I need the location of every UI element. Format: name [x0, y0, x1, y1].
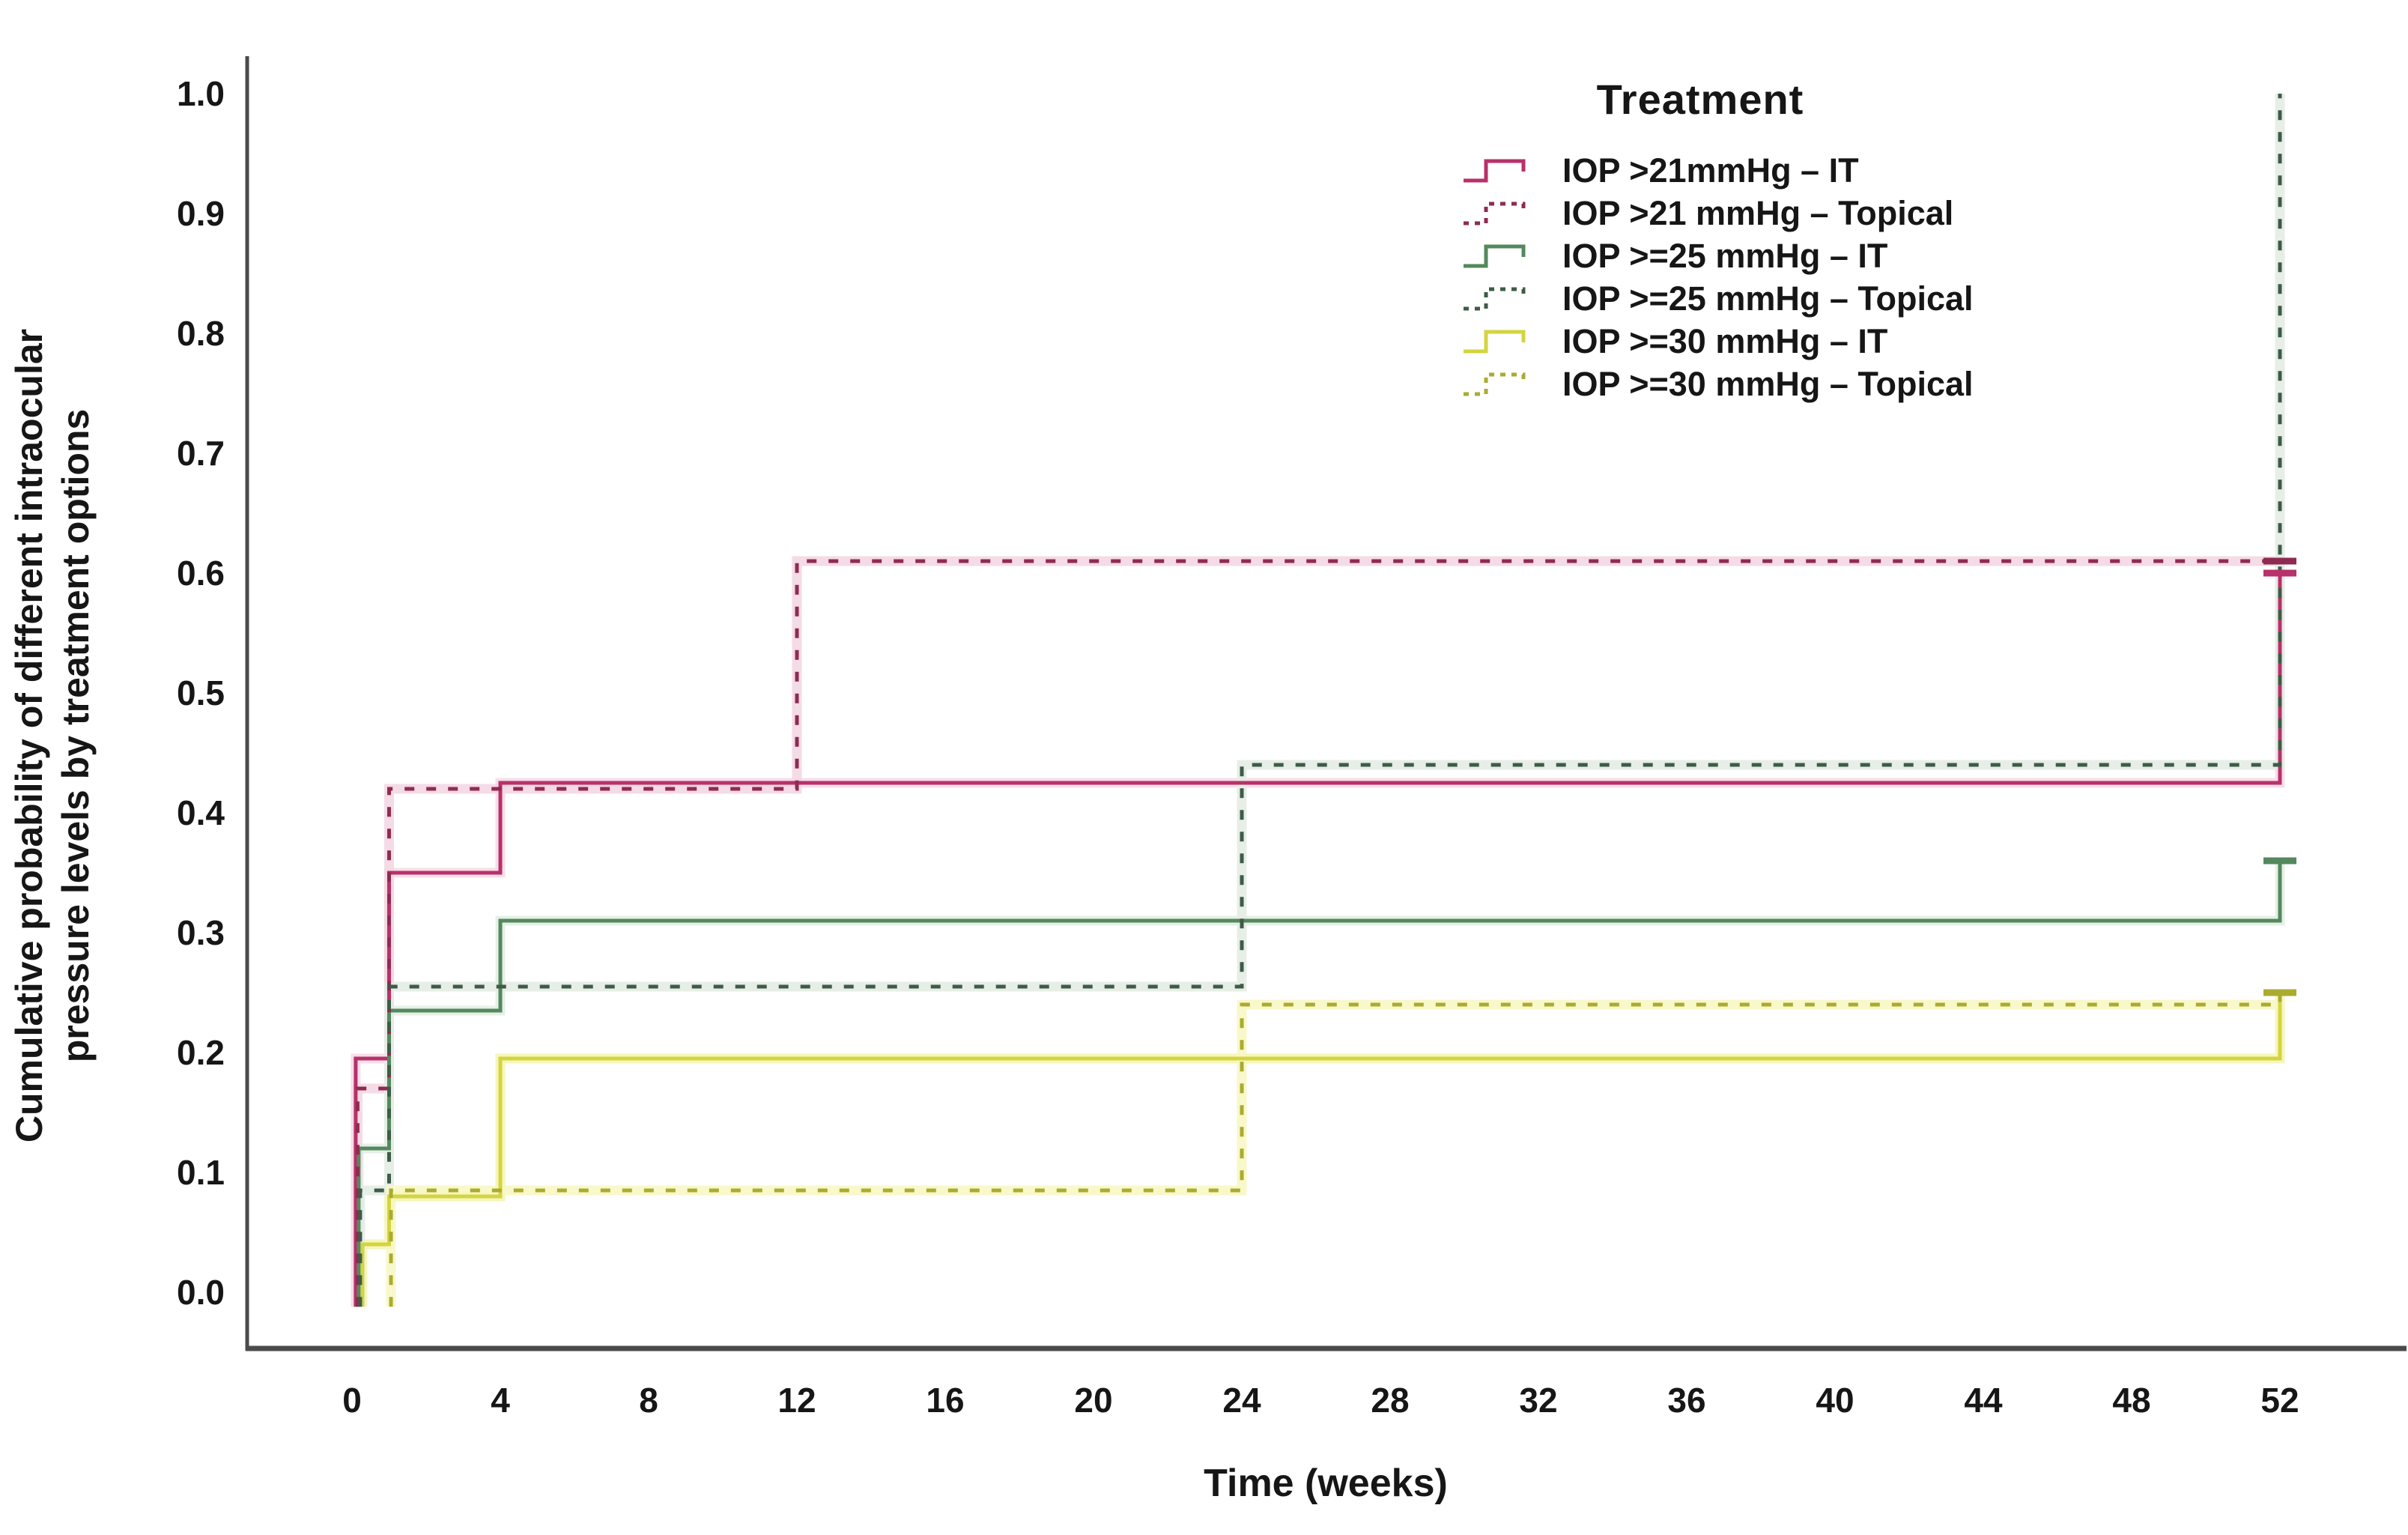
x-tick-label: 20 — [1074, 1381, 1112, 1420]
legend-item-iop-ge25-it: IOP >=25 mmHg – IT — [1461, 234, 2105, 277]
y-tick-label: 1.0 — [177, 74, 225, 113]
legend-label: IOP >=30 mmHg – Topical — [1562, 364, 1974, 403]
legend-item-iop-ge25-topical: IOP >=25 mmHg – Topical — [1461, 277, 2105, 320]
legend-swatch-dashed-icon — [1464, 202, 1526, 225]
series-halo-iop-ge30-topical — [386, 993, 2285, 1307]
y-tick-label: 0.1 — [177, 1153, 225, 1192]
legend-item-iop-ge30-it: IOP >=30 mmHg – IT — [1461, 320, 2105, 363]
legend-swatch-dashed-icon — [1464, 287, 1526, 310]
legend-label: IOP >21mmHg – IT — [1562, 151, 1859, 190]
legend-swatch-path — [1464, 159, 1526, 182]
legend-rows: IOP >21mmHg – IT IOP >21 mmHg – Topical IO… — [1461, 149, 2105, 405]
legend-swatch-path — [1464, 330, 1526, 353]
legend-label: IOP >=25 mmHg – IT — [1562, 236, 1888, 275]
x-tick-label: 0 — [342, 1381, 362, 1420]
legend-swatch-solid-icon — [1464, 159, 1526, 182]
x-tick-label: 40 — [1816, 1381, 1854, 1420]
y-axis-title-line2: pressure levels by treatment options — [55, 408, 97, 1063]
x-tick-label: 12 — [777, 1381, 816, 1420]
x-tick-label: 36 — [1667, 1381, 1705, 1420]
y-axis-title: Cumulative probability of different intr… — [6, 91, 126, 1380]
legend-swatch-solid-icon — [1464, 330, 1526, 353]
x-tick-label: 52 — [2260, 1381, 2299, 1420]
y-axis-title-line1: Cumulative probability of different intr… — [8, 328, 50, 1143]
legend-swatch-path — [1464, 287, 1526, 310]
x-tick-label: 24 — [1222, 1381, 1261, 1420]
y-tick-label: 0.5 — [177, 673, 225, 712]
series-halo-iop-ge25-it — [354, 861, 2285, 1307]
legend-title: Treatment — [1596, 76, 1804, 123]
y-tick-label: 0.8 — [177, 314, 225, 353]
series-line-iop-ge25-it — [357, 861, 2282, 1307]
y-tick-label: 0.0 — [177, 1273, 225, 1312]
legend-swatch-path — [1464, 244, 1526, 267]
legend-swatch-path — [1464, 202, 1526, 225]
y-tick-label: 0.9 — [177, 194, 225, 233]
x-tick-label: 44 — [1964, 1381, 2003, 1420]
y-tick-label: 0.7 — [177, 434, 225, 473]
legend-item-iop-gt21-topical: IOP >21 mmHg – Topical — [1461, 192, 2105, 234]
censor-marker-group — [2263, 557, 2296, 996]
legend-swatch-solid-icon — [1464, 244, 1526, 267]
legend-item-iop-ge30-topical: IOP >=30 mmHg – Topical — [1461, 363, 2105, 405]
series-halo-iop-gt21-it — [351, 573, 2285, 1307]
legend: Treatment IOP >21mmHg – IT IOP >21 mmHg –… — [1461, 75, 2105, 405]
legend-swatch-path — [1464, 372, 1526, 396]
x-tick-label: 8 — [639, 1381, 658, 1420]
y-tick-label: 0.4 — [177, 793, 225, 832]
legend-item-iop-gt21-it: IOP >21mmHg – IT — [1461, 149, 2105, 192]
series-line-iop-ge30-topical — [389, 993, 2282, 1307]
x-tick-label: 16 — [926, 1381, 964, 1420]
x-tick-label: 48 — [2112, 1381, 2150, 1420]
x-tick-label: 32 — [1519, 1381, 1557, 1420]
y-tick-label: 0.6 — [177, 554, 225, 593]
x-tick-label: 28 — [1371, 1381, 1409, 1420]
series-line-iop-gt21-topical — [355, 559, 2280, 1307]
legend-label: IOP >=30 mmHg – IT — [1562, 321, 1888, 360]
series-line-iop-ge25-topical — [358, 94, 2282, 1307]
legend-swatch-dashed-icon — [1464, 372, 1526, 396]
legend-label: IOP >21 mmHg – Topical — [1562, 193, 1954, 232]
legend-label: IOP >=25 mmHg – Topical — [1562, 279, 1974, 318]
series-line-group — [354, 94, 2282, 1307]
series-line-iop-gt21-it — [354, 573, 2282, 1307]
x-tick-label: 4 — [491, 1381, 510, 1420]
y-tick-label: 0.3 — [177, 913, 225, 952]
series-halo-iop-ge30-it — [357, 993, 2285, 1307]
tick-label-group: 0 4 8 12 16 20 24 28 32 36 40 44 48 520.00.10.20.30.4… — [177, 74, 2299, 1420]
axes-group — [245, 56, 2407, 1351]
y-tick-label: 0.2 — [177, 1033, 225, 1072]
x-axis-title: Time (weeks) — [1204, 1462, 1448, 1505]
series-line-iop-ge30-it — [360, 993, 2282, 1307]
